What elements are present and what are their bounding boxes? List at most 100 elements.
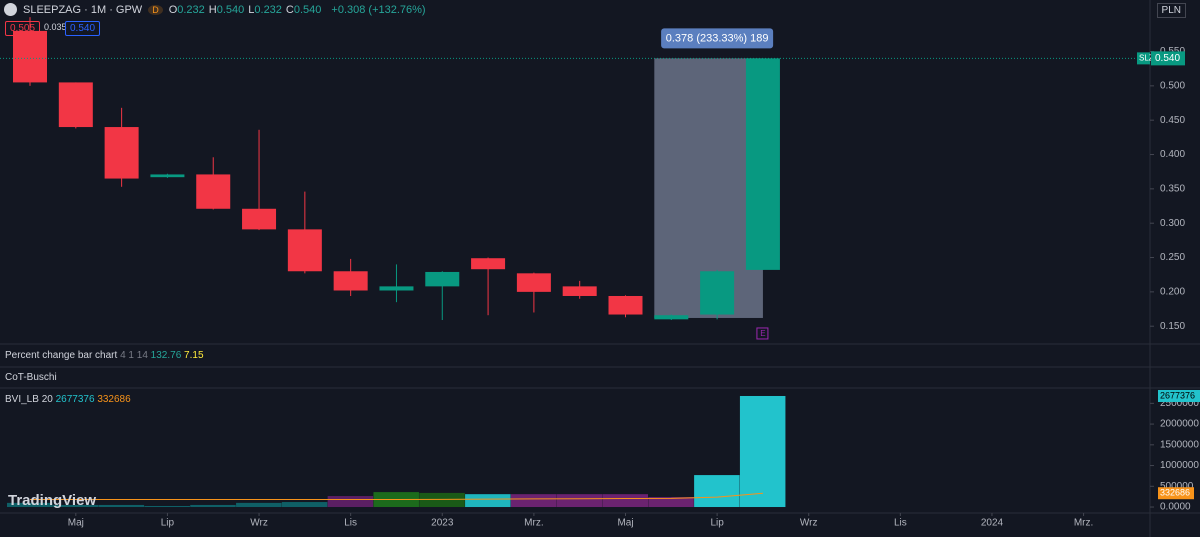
candle-body [471,258,506,270]
y-tick-label: 0.200 [1160,287,1185,298]
volume-bar [52,504,99,508]
volume-bar [648,497,694,508]
x-tick-label: Lip [161,518,175,529]
volume-bar [465,494,511,508]
y-tick-label: 2000000 [1160,419,1199,430]
volume-bar [190,504,236,508]
indicator-params: 4 1 14 [120,350,148,361]
sell-price[interactable]: 0.505 [5,21,41,36]
buy-price[interactable]: 0.540 [65,21,101,36]
volume-bar [144,505,190,508]
indicator: BVI_LB 20 2677376 332686 [5,394,131,405]
candle-body [287,229,322,272]
badge: D [148,4,163,15]
symbol: SLEEPZAG · 1M · GPW [23,3,143,16]
x-tick-label: Mrz. [524,518,543,529]
event-marker [756,327,769,340]
last-price-badge [1137,52,1150,65]
value-badge [1158,389,1200,402]
x-tick-label: Wrz [250,518,268,529]
event-label: E [760,329,765,338]
volume-bar [281,502,328,508]
candle-body [745,58,780,270]
volume-bar [7,502,53,508]
volume-bar [419,492,465,508]
measure-label: 0.378 (233.33%) 189 [666,32,769,44]
x-tick-label: Wrz [800,518,818,529]
volume-bar [556,494,603,508]
candle-body [150,174,185,178]
ohlc-label: C [285,3,294,16]
ma-line [30,492,763,501]
value-badge-label: 332686 [1160,488,1190,498]
y-tick-label: 500000 [1160,481,1194,492]
volume-bar [236,502,282,508]
y-tick-label: 1000000 [1160,460,1199,471]
ohlc-value: 0.540 [216,3,245,16]
volume-bar [602,494,649,508]
volume-bar [510,494,557,508]
volume-bar [694,475,740,508]
ohlc-value: 0.540 [293,3,322,16]
candle-body [608,295,643,315]
y-tick-label: 0.400 [1160,149,1185,160]
y-tick-label: 0.500 [1160,80,1185,91]
y-tick-label: 0.450 [1160,115,1185,126]
y-tick-label: 0.0000 [1160,502,1191,513]
price-pane: 0.150 0.200 0.250 0.300 0.350 0.400 0.450 0.500… [0,17,1185,529]
ohlc-value: 0.232 [177,3,205,16]
indicator-name: BVI_LB 20 [5,394,53,405]
x-tick-label: Mrz. [1074,518,1093,529]
indicator-value: 7.15 [184,350,204,361]
last-price-badge [1151,51,1185,66]
currency[interactable]: PLN [1156,3,1186,18]
candle-body [654,315,689,320]
change: +0.308 (+132.76%) [331,3,426,16]
candle-body [196,174,231,209]
x-tick-label: 2024 [981,518,1004,529]
indicator-name: CoT-Buschi [5,372,57,383]
y-tick-label: 1500000 [1160,439,1199,450]
measure-label-bg [661,28,774,49]
last-price-label: 0.540 [1155,53,1180,64]
x-tick-label: Lis [344,518,357,529]
volume-pane: 0.0000 500000 1000000 1500000 2000000 2500000… [7,389,1200,513]
indicator-name: Percent change bar chart [5,350,118,361]
candle-body [333,271,368,291]
candle-body [700,271,735,315]
candle-body [13,30,48,83]
candle-body [242,208,277,230]
value-badge-label: 2677376 [1160,390,1195,400]
symbol-icon [4,3,17,16]
x-tick-label: Lis [894,518,907,529]
y-tick-label: 0.250 [1160,252,1185,263]
y-tick-label: 0.300 [1160,218,1185,229]
ohlc-label: O [168,3,178,16]
candle-body [562,286,597,296]
candle-body [58,82,93,128]
indicator-value: 2677376 [55,394,95,405]
logo: TradingView [8,492,97,509]
ohlc-label: L [248,3,255,16]
ohlc-label: H [208,3,217,16]
indicator-value: 132.76 [150,350,182,361]
spread: 0.035 [44,22,67,32]
y-tick-label: 2500000 [1160,398,1199,409]
x-tick-label: Maj [617,518,633,529]
value-badge [1158,487,1194,500]
indicator: Percent change bar chart 4 1 14 132.76 7… [5,350,204,361]
volume-bar [98,504,145,508]
candle-body [516,273,551,292]
ohlc-value: 0.232 [254,3,282,16]
indicator-value: 332686 [97,394,131,405]
y-tick-label: 0.150 [1160,321,1185,332]
y-tick-label: 0.350 [1160,183,1185,194]
legend: SLEEPZAG · 1M · GPW D O0.232 H0.540 L0.232… [4,3,426,16]
ohlc: O0.232 H0.540 L0.232 C0.540 [169,4,326,16]
candle-body [104,127,139,179]
x-tick-label: Maj [68,518,84,529]
last-price-symbol: SLZ [1139,53,1154,62]
